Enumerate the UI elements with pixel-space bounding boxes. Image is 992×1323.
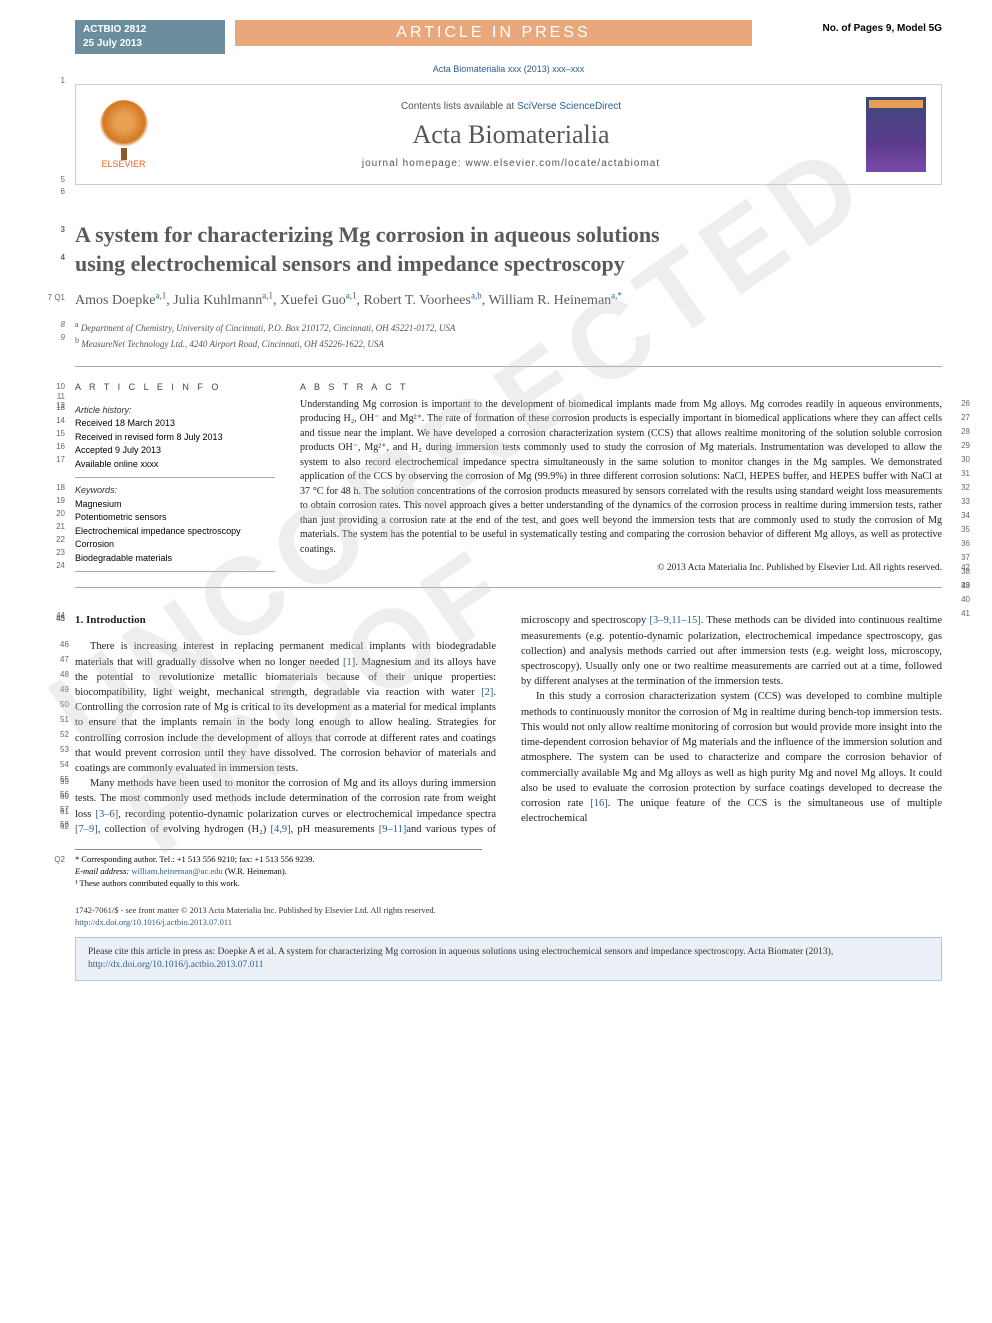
- journal-name: Acta Biomaterialia: [171, 120, 851, 150]
- journal-homepage[interactable]: journal homepage: www.elsevier.com/locat…: [171, 158, 851, 169]
- line-num: 1: [45, 76, 65, 85]
- pages-model: No. of Pages 9, Model 5G: [762, 20, 942, 34]
- footnotes: Q2 * Corresponding author. Tel.: +1 513 …: [75, 849, 482, 890]
- line-num: 16: [45, 441, 65, 453]
- intro-para1: 46 47 48 49 50 51 52 53 54 55 56 57 58 T…: [75, 639, 496, 776]
- line-num: 61: [45, 806, 65, 818]
- line-num: 50: [45, 699, 65, 711]
- body-two-column: 45 1. Introduction 46 47 48 49 50 51 52 …: [75, 613, 942, 837]
- abstract-text: 26 27 28 29 30 31 32 33 34 35 36 37 38 3…: [300, 398, 942, 558]
- ref-code: ACTBIO 2812: [83, 23, 217, 37]
- line-num: 9: [45, 332, 65, 344]
- line-num: 4: [45, 253, 65, 263]
- line-num: 24: [45, 560, 65, 572]
- line-num: 48: [45, 669, 65, 681]
- line-num: 52: [45, 729, 65, 741]
- line-num: 34: [950, 510, 970, 522]
- line-num: 35: [950, 524, 970, 536]
- line-num: 32: [950, 482, 970, 494]
- line-num: 60: [45, 791, 65, 803]
- article-history: 13 14 15 16 17 Article history: Received…: [75, 398, 275, 479]
- line-num: 22: [45, 534, 65, 546]
- line-num: 27: [950, 412, 970, 424]
- article-info-heading: A R T I C L E I N F O: [75, 382, 275, 392]
- line-num: 3: [45, 225, 65, 235]
- line-num: 33: [950, 496, 970, 508]
- contrib-note: ¹ These authors contributed equally to t…: [75, 878, 482, 890]
- line-num: Q2: [45, 854, 65, 865]
- line-num: 20: [45, 508, 65, 520]
- line-num: 40: [950, 594, 970, 606]
- divider: [75, 366, 942, 367]
- citation-top: 1 Acta Biomaterialia xxx (2013) xxx–xxx: [75, 64, 942, 74]
- line-num: 14: [45, 415, 65, 427]
- line-num: 41: [950, 608, 970, 620]
- line-num: 47: [45, 654, 65, 666]
- affiliations: 8 9 a Department of Chemistry, Universit…: [75, 319, 942, 352]
- section-heading-intro: 45 1. Introduction: [75, 613, 496, 629]
- elsevier-tree-icon: [99, 100, 149, 155]
- line-num: 10: [45, 382, 65, 391]
- line-num: 62: [45, 821, 65, 833]
- doi-link[interactable]: http://dx.doi.org/10.1016/j.actbio.2013.…: [75, 917, 232, 927]
- line-num: 46: [45, 639, 65, 651]
- line-num: 49: [45, 684, 65, 696]
- abstract-copyright: 42 43 © 2013 Acta Materialia Inc. Publis…: [300, 563, 942, 573]
- line-num: 7 Q1: [45, 293, 65, 302]
- abstract-column: A B S T R A C T 26 27 28 29 30 31 32 33 …: [300, 382, 942, 574]
- corresponding-author: * Corresponding author. Tel.: +1 513 556…: [75, 854, 482, 866]
- journal-header-block: ELSEVIER Contents lists available at Sci…: [75, 84, 942, 185]
- line-num: 6: [45, 187, 65, 196]
- line-num: 21: [45, 521, 65, 533]
- line-num: 45: [45, 613, 65, 625]
- line-num: 53: [45, 744, 65, 756]
- line-num: 26: [950, 398, 970, 410]
- line-num: 37: [950, 552, 970, 564]
- article-info-column: 10 1112 A R T I C L E I N F O 13 14 15 1…: [75, 382, 275, 574]
- intro-para4: In this study a corrosion characterizati…: [521, 689, 942, 826]
- line-num: 54: [45, 759, 65, 771]
- email-link[interactable]: william.heineman@uc.edu: [131, 866, 222, 876]
- authors-line: 7 Q1 Amos Doepkea,1, Julia Kuhlmanna,1, …: [75, 290, 942, 309]
- line-num: 19: [45, 495, 65, 507]
- footer-issn: 1742-7061/$ - see front matter © 2013 Ac…: [75, 905, 942, 929]
- line-num: 30: [950, 454, 970, 466]
- line-num: 28: [950, 426, 970, 438]
- line-num: 13: [45, 402, 65, 414]
- header-ref-box: ACTBIO 2812 25 July 2013: [75, 20, 225, 54]
- elsevier-label: ELSEVIER: [101, 159, 145, 169]
- journal-cover-thumbnail: [866, 97, 926, 172]
- contents-line: Contents lists available at SciVerse Sci…: [171, 101, 851, 112]
- page-header: ACTBIO 2812 25 July 2013 ARTICLE IN PRES…: [75, 20, 942, 54]
- ref-date: 25 July 2013: [83, 37, 217, 51]
- line-num: 23: [45, 547, 65, 559]
- line-num: 43: [950, 581, 970, 590]
- article-title: 3 4 A system for characterizing Mg corro…: [75, 221, 942, 278]
- line-num: 18: [45, 482, 65, 494]
- article-in-press-banner: ARTICLE IN PRESS: [235, 20, 752, 46]
- line-num: 15: [45, 428, 65, 440]
- line-num: 17: [45, 454, 65, 466]
- cite-doi-link[interactable]: http://dx.doi.org/10.1016/j.actbio.2013.…: [88, 960, 263, 970]
- line-num: 51: [45, 714, 65, 726]
- keywords-section: 18 19 20 21 22 23 24 Keywords: Magnesium…: [75, 478, 275, 572]
- email-line: E-mail address: william.heineman@uc.edu …: [75, 866, 482, 878]
- abstract-heading: A B S T R A C T: [300, 382, 942, 392]
- line-num: 42: [950, 563, 970, 572]
- line-num: 31: [950, 468, 970, 480]
- line-num: 5: [45, 175, 65, 184]
- divider: [75, 587, 942, 588]
- elsevier-logo: ELSEVIER: [91, 97, 156, 172]
- line-num: 36: [950, 538, 970, 550]
- line-num: 29: [950, 440, 970, 452]
- line-num: 59: [45, 776, 65, 788]
- please-cite-box: Please cite this article in press as: Do…: [75, 937, 942, 982]
- line-num: 8: [45, 319, 65, 331]
- sciencedirect-link[interactable]: SciVerse ScienceDirect: [517, 101, 621, 112]
